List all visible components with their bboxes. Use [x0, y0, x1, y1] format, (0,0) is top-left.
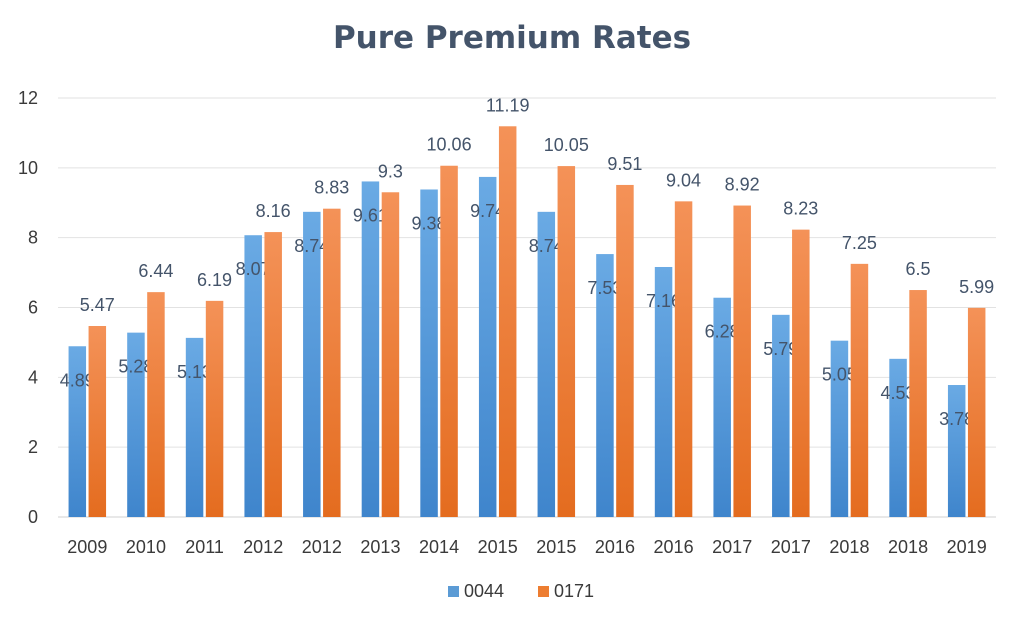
- data-label-0044: 3.78: [939, 409, 974, 429]
- data-label-0044: 8.07: [236, 259, 271, 279]
- x-tick-label: 2015: [478, 537, 518, 557]
- chart-title: Pure Premium Rates: [332, 20, 692, 56]
- x-tick-label: 2011: [185, 537, 224, 557]
- x-tick-label: 2018: [888, 537, 928, 557]
- bar-0171: [498, 126, 517, 517]
- bar-0171: [147, 292, 165, 517]
- bar-0171: [733, 205, 751, 517]
- data-label-0044: 7.53: [587, 278, 622, 298]
- bar-0171: [967, 307, 986, 517]
- x-tick-label: 2013: [360, 537, 400, 557]
- x-tick-label: 2009: [67, 537, 107, 557]
- data-label-0044: 5.79: [763, 339, 798, 359]
- bar-0044: [654, 266, 673, 517]
- data-label-0171: 9.04: [666, 170, 701, 190]
- x-tick-label: 2015: [536, 537, 576, 557]
- bar-0044: [185, 337, 204, 517]
- data-label-0044: 4.53: [881, 383, 916, 403]
- bar-0171: [323, 208, 341, 517]
- data-label-0171: 8.83: [314, 178, 349, 198]
- data-label-0171: 7.25: [842, 233, 877, 253]
- data-label-0171: 6.44: [138, 261, 173, 281]
- data-label-0044: 7.16: [646, 291, 681, 311]
- data-label-0044: 5.05: [822, 365, 857, 385]
- x-tick-label: 2012: [243, 537, 283, 557]
- bar-0171: [205, 300, 224, 517]
- y-tick-label: 8: [28, 228, 38, 248]
- bar-0171: [792, 229, 810, 517]
- legend-swatch-0044: [448, 586, 459, 597]
- legend-swatch-0171: [538, 586, 549, 597]
- bar-0044: [361, 181, 380, 517]
- data-label-0171: 6.5: [906, 259, 931, 279]
- y-tick-label: 2: [28, 437, 38, 457]
- data-label-0171: 9.51: [607, 154, 642, 174]
- x-tick-label: 2016: [595, 537, 635, 557]
- bar-0044: [889, 358, 907, 517]
- y-tick-label: 12: [18, 88, 38, 108]
- x-tick-label: 2010: [126, 537, 166, 557]
- bar-0044: [947, 385, 966, 517]
- data-label-0171: 5.47: [80, 295, 115, 315]
- y-tick-label: 0: [28, 507, 38, 527]
- bar-0044: [303, 211, 321, 517]
- y-tick-label: 6: [28, 298, 38, 318]
- x-tick-label: 2017: [771, 537, 811, 557]
- data-label-0044: 5.13: [177, 362, 212, 382]
- bar-0171: [88, 326, 107, 517]
- data-label-0044: 8.74: [294, 236, 329, 256]
- data-label-0171: 6.19: [197, 270, 232, 290]
- data-label-0171: 8.23: [783, 199, 818, 219]
- data-label-0044: 4.89: [60, 370, 95, 390]
- y-tick-label: 4: [28, 367, 38, 387]
- bar-0044: [420, 189, 438, 517]
- bar-0171: [264, 232, 282, 517]
- bar-0044: [830, 340, 849, 517]
- x-tick-label: 2016: [654, 537, 694, 557]
- data-label-0171: 5.99: [959, 277, 994, 297]
- legend-label: 0171: [554, 581, 594, 601]
- data-label-0171: 10.06: [427, 135, 472, 155]
- bar-0044: [478, 176, 497, 517]
- data-label-0171: 9.3: [378, 161, 403, 181]
- bar-0171: [909, 290, 927, 517]
- data-label-0171: 11.19: [486, 95, 530, 115]
- x-tick-label: 2019: [947, 537, 987, 557]
- bar-0044: [68, 346, 87, 517]
- data-label-0044: 5.28: [118, 357, 153, 377]
- bar-0044: [127, 332, 145, 517]
- bar-0171: [557, 166, 576, 517]
- bar-0044: [713, 297, 731, 517]
- bar-0044: [772, 314, 790, 517]
- bar-0044: [537, 211, 556, 517]
- x-tick-label: 2012: [302, 537, 342, 557]
- legend-label: 0044: [464, 581, 504, 601]
- bar-0171: [381, 192, 400, 517]
- data-label-0044: 9.74: [470, 201, 505, 221]
- data-label-0171: 8.92: [725, 175, 760, 195]
- y-tick-label: 10: [18, 158, 38, 178]
- data-label-0044: 6.28: [705, 322, 740, 342]
- x-tick-label: 2017: [712, 537, 752, 557]
- bar-0044: [244, 235, 262, 517]
- bar-0171: [440, 165, 458, 517]
- bar-0044: [596, 254, 614, 517]
- bar-0171: [850, 263, 869, 517]
- bar-0171: [674, 201, 693, 517]
- data-label-0171: 8.16: [256, 201, 291, 221]
- data-label-0171: 10.05: [544, 135, 589, 155]
- data-label-0044: 8.74: [529, 236, 564, 256]
- data-label-0044: 9.61: [353, 205, 388, 225]
- bar-0171: [616, 184, 634, 517]
- x-tick-label: 2018: [829, 537, 869, 557]
- data-label-0044: 9.38: [412, 213, 447, 233]
- x-tick-label: 2014: [419, 537, 459, 557]
